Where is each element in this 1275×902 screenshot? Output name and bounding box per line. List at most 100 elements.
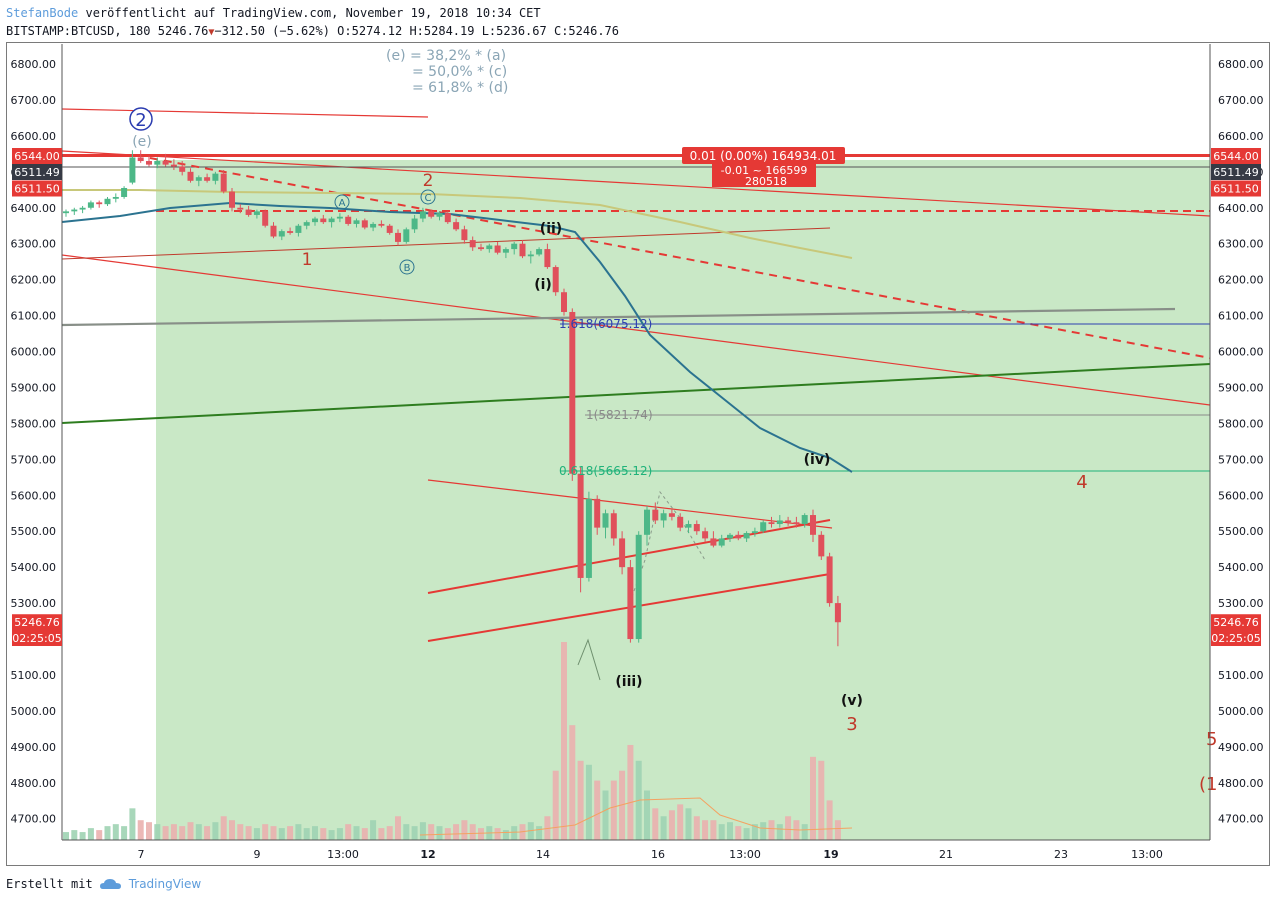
volume-bar — [760, 822, 767, 840]
x-tick-label: 13:00 — [1131, 848, 1163, 861]
volume-bar — [129, 808, 136, 840]
green-trend — [62, 363, 1210, 424]
author-name[interactable]: StefanBode — [6, 6, 79, 20]
candle-body — [660, 513, 667, 521]
x-tick-label: 14 — [536, 848, 550, 861]
volume-bar — [810, 756, 816, 840]
candle-body — [635, 534, 642, 640]
axes: 6800.00 6800.00 6700.00 6700.00 6600.00 6600.… — [11, 44, 1264, 861]
volume-bar — [411, 826, 418, 840]
volume-bar — [768, 820, 775, 840]
ohlc-low: 5236.67 — [496, 24, 547, 38]
candle-body — [312, 218, 318, 223]
candle-body — [204, 177, 211, 181]
candle-body — [610, 513, 617, 539]
wave-e-label: (e) — [132, 134, 152, 150]
volume-bar — [419, 822, 426, 840]
volume-bar — [303, 828, 310, 840]
candle-body — [137, 157, 144, 162]
volume-bar — [469, 824, 476, 840]
candle-body — [561, 292, 567, 312]
volume-bar — [262, 824, 269, 840]
volume-bar — [220, 816, 227, 840]
measure-text-2: -0.01 ~ 166599 — [721, 164, 808, 177]
measure-text-3: 280518 — [745, 175, 787, 188]
volume-bar — [104, 826, 111, 840]
wave-a-label: A — [339, 198, 346, 209]
wave-label-2: 2 — [423, 171, 434, 191]
y-tick-label-left: 4800.00 — [11, 777, 57, 790]
y-tick-label-left: 5500.00 — [11, 525, 57, 538]
candle-body — [345, 216, 352, 224]
x-tick-label: 16 — [651, 848, 665, 861]
volume-bar — [511, 826, 518, 840]
candle-body — [278, 231, 285, 237]
candle-body — [834, 603, 841, 623]
measure-box-bottom — [712, 163, 816, 187]
candle-body — [486, 245, 493, 250]
badge-right-bg — [1211, 614, 1261, 631]
badge-right-text: 6511.50 — [1213, 183, 1259, 196]
volume-ma — [419, 797, 853, 836]
volume-bar — [403, 824, 410, 840]
candle-body — [270, 225, 277, 237]
candle-body — [112, 196, 119, 199]
y-tick-label-left: 5800.00 — [11, 417, 57, 430]
y-tick-label-left: 6400.00 — [11, 202, 57, 215]
candle-body — [519, 243, 526, 257]
candle-body — [735, 534, 742, 539]
wave-label-3: 3 — [846, 714, 857, 735]
y-tick-label-left: 5400.00 — [11, 561, 57, 574]
wave-b-marker — [399, 259, 415, 275]
badge-left-bg — [12, 614, 62, 631]
candle-body — [245, 209, 252, 215]
volume-bar — [751, 824, 758, 840]
candle-body — [162, 161, 169, 165]
candle-body — [469, 240, 476, 248]
y-tick-label-left: 6800.00 — [11, 58, 57, 71]
volume-bar — [619, 770, 626, 840]
fib-0618-label: 0.618(5665.12) — [559, 464, 652, 478]
price-chart[interactable]: (e) = 38,2% * (a) = 50,0% * (c) = 61,8% … — [0, 0, 1275, 870]
candle-body — [710, 538, 717, 546]
candle-body — [320, 218, 327, 223]
last-price: 5246.76 — [157, 24, 209, 38]
volume-bar — [278, 828, 285, 840]
wave-b-label: B — [404, 263, 411, 274]
x-tick-label: 13:00 — [729, 848, 761, 861]
volume-bar — [336, 828, 343, 840]
candle-body — [378, 223, 385, 226]
volume-bar — [834, 820, 841, 840]
measure-box-top — [682, 147, 845, 164]
y-tick-label-right: 5800.00 — [1218, 417, 1264, 430]
volume-bar — [386, 826, 393, 840]
x-tick-label: 13:00 — [327, 848, 359, 861]
candle-body — [727, 534, 733, 539]
volume-bar — [154, 824, 161, 840]
volume-bar — [743, 828, 750, 840]
candle-body — [179, 166, 186, 172]
tradingview-brand[interactable]: TradingView — [128, 877, 202, 891]
y-tick-label-right: 5100.00 — [1218, 669, 1264, 682]
candle-body — [594, 498, 601, 528]
chart-panel[interactable] — [6, 42, 1270, 866]
volume-bar — [121, 826, 128, 840]
candle-body — [237, 207, 244, 210]
candle-body — [810, 515, 816, 535]
wave-2-label: 2 — [135, 110, 146, 131]
fib-1-label: 1(5821.74) — [586, 408, 653, 422]
wave-label-1: 1 — [302, 250, 313, 270]
badge-left-bg — [12, 630, 62, 646]
y-tick-label-left: 6700.00 — [11, 94, 57, 107]
volume-bar — [668, 810, 675, 840]
candle-body — [220, 173, 227, 192]
badge-right-text: 6511.49 — [1213, 166, 1259, 179]
candle-body — [826, 556, 833, 604]
candle-body — [685, 524, 692, 528]
candle-body — [619, 538, 626, 568]
candle-body — [386, 225, 393, 233]
candle-body — [79, 207, 86, 210]
x-tick-label: 23 — [1054, 848, 1068, 861]
ohlc-high-label: H: — [409, 24, 424, 38]
channel-line — [427, 479, 833, 529]
